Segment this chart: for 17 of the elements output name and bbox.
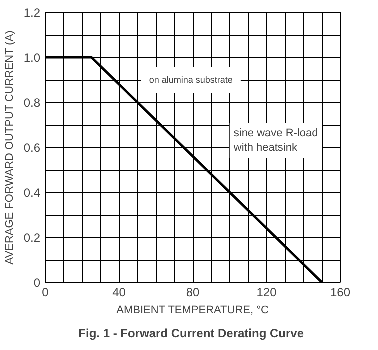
x-tick-label: 80 [186,286,200,300]
y-tick-label: 0 [34,276,41,290]
y-tick-label: 0.4 [24,186,41,200]
y-tick-label: 0.6 [24,141,41,155]
annotation: on alumina substrate [149,75,233,85]
x-tick-label: 160 [330,286,351,300]
y-tick-label: 1.0 [24,51,41,65]
annotation: sine wave R-load with heatsink [232,128,318,154]
x-tick-label: 40 [112,286,126,300]
y-tick-label: 0.8 [24,96,41,110]
y-tick-label: 0.2 [24,231,41,245]
y-tick-label: 1.2 [24,6,41,20]
x-tick-label: 0 [42,286,50,300]
x-axis-title: AMBIENT TEMPERATURE, °C [116,304,270,316]
y-axis-title: AVERAGE FORWARD OUTPUT CURRENT (A) [4,30,16,265]
text: Fig. 1 - Forward Current Derating Curve [78,326,304,340]
x-tick-label: 120 [256,286,278,300]
